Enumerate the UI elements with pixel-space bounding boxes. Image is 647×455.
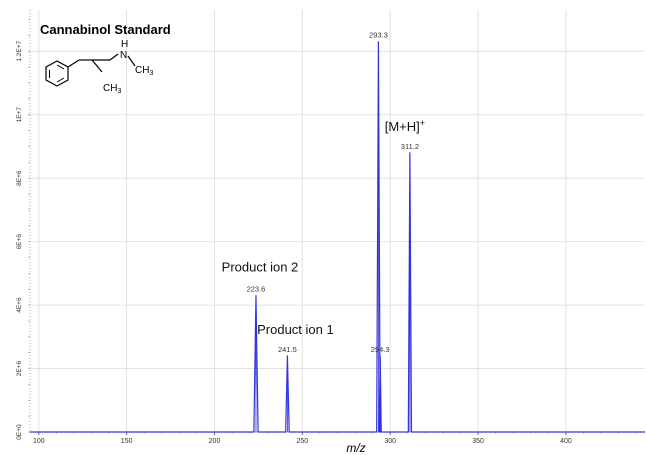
annotation-label: Product ion 1 (257, 322, 334, 337)
x-tick-label: 200 (209, 438, 221, 445)
spectrum-line (30, 41, 645, 433)
y-tick-label: 8E+6 (16, 170, 23, 186)
y-tick-label: 1E+7 (16, 107, 23, 123)
atom-h: H (121, 39, 128, 50)
atom-n: N (120, 50, 127, 61)
tick-labels: 100 150 200 250 300 350 400 0E+0 2E+6 4E+6 6E+6 8E+… (16, 40, 572, 445)
chain-bond (109, 53, 119, 61)
x-tick-label: 150 (121, 438, 133, 445)
peak-label: 294.3 (371, 345, 390, 354)
y-tick-label: 6E+6 (16, 234, 23, 250)
ring-double-bond (56, 64, 65, 70)
methyl-top: CH3 (135, 65, 153, 77)
grid-lines (30, 10, 645, 433)
spectrum-trace (30, 41, 645, 433)
peak-label: 241.5 (278, 345, 297, 354)
chemical-structure: N H CH3 CH3 (45, 39, 153, 95)
chain-bond (67, 59, 80, 68)
peak-label: 293.3 (369, 31, 388, 40)
peak-label: 311.2 (401, 142, 419, 151)
annotation-label: [M+H]+ (385, 118, 425, 134)
x-tick-label: 300 (384, 438, 396, 445)
ring-double-bond (56, 77, 65, 83)
y-tick-label: 4E+6 (16, 297, 23, 313)
chart-title: Cannabinol Standard (40, 22, 171, 37)
chain-bond (91, 59, 103, 73)
peak-labels: 223.6 241.5 293.3 294.3 311.2 (247, 31, 419, 354)
chain-bond (127, 55, 136, 67)
y-tick-label: 1.2E+7 (16, 40, 23, 61)
methyl-bottom: CH3 (103, 83, 121, 95)
peak-label: 223.6 (247, 285, 266, 294)
x-tick-label: 100 (33, 438, 45, 445)
y-tick-label: 0E+0 (16, 424, 23, 440)
x-axis-label: m/z (346, 441, 365, 455)
x-tick-label: 250 (297, 438, 309, 445)
annotations: Product ion 2 Product ion 1 [M+H]+ (222, 118, 425, 337)
annotation-label: Product ion 2 (222, 260, 299, 275)
x-tick-label: 400 (560, 438, 572, 445)
y-tick-label: 2E+6 (16, 360, 23, 376)
axes (28, 10, 645, 435)
x-tick-label: 350 (472, 438, 484, 445)
